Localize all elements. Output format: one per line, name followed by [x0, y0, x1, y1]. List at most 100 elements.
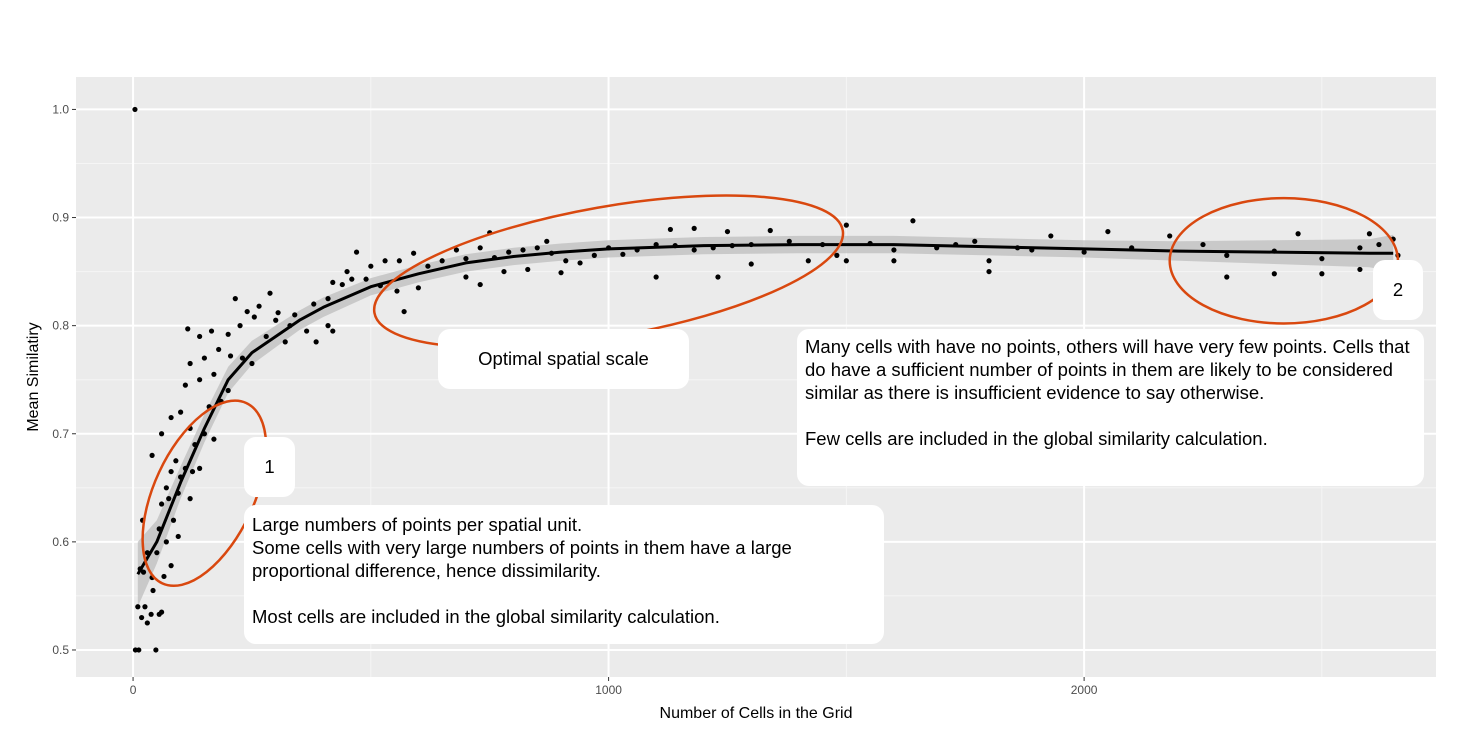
- data-point: [843, 258, 849, 264]
- data-point: [1319, 256, 1325, 262]
- data-point: [154, 550, 160, 556]
- data-point: [591, 252, 597, 258]
- data-point: [477, 281, 483, 288]
- data-point: [168, 468, 174, 475]
- data-point: [415, 285, 421, 291]
- data-point: [330, 328, 336, 334]
- data-point: [891, 258, 897, 264]
- data-point: [1271, 271, 1277, 277]
- data-point: [534, 245, 540, 251]
- data-point: [182, 382, 188, 388]
- data-point: [1224, 252, 1230, 258]
- data-point: [748, 261, 754, 267]
- region-2-description: Many cells with have no points, others w…: [797, 329, 1424, 486]
- data-point: [275, 310, 281, 316]
- data-point: [368, 263, 374, 269]
- data-point: [178, 409, 184, 415]
- data-point: [620, 251, 626, 257]
- data-point: [349, 276, 355, 282]
- data-point: [986, 268, 992, 275]
- data-point: [187, 496, 193, 502]
- data-point: [135, 604, 141, 610]
- x-tick-label: 0: [130, 683, 137, 697]
- data-point: [239, 355, 246, 361]
- optimal-scale-label: Optimal spatial scale: [438, 329, 689, 389]
- data-point: [158, 501, 165, 507]
- data-point: [691, 247, 697, 253]
- data-point: [244, 308, 250, 315]
- data-point: [153, 647, 159, 653]
- data-point: [577, 260, 583, 266]
- data-point: [166, 496, 172, 502]
- data-point: [477, 245, 483, 251]
- data-point: [142, 604, 148, 610]
- data-point: [1357, 245, 1363, 251]
- data-point: [170, 517, 177, 523]
- data-point: [1105, 228, 1111, 235]
- data-point: [1357, 266, 1363, 273]
- data-point: [653, 274, 659, 280]
- y-tick-label: 0.6: [52, 535, 69, 549]
- data-point: [525, 266, 531, 273]
- data-point: [834, 252, 840, 258]
- y-tick-label: 1.0: [52, 102, 69, 116]
- data-point: [304, 328, 310, 334]
- data-point: [691, 225, 697, 231]
- data-point: [197, 465, 203, 471]
- data-point: [140, 569, 147, 575]
- data-point: [843, 222, 849, 228]
- data-point: [463, 274, 469, 280]
- data-point: [501, 268, 507, 275]
- data-point: [786, 238, 792, 244]
- data-point: [197, 333, 203, 340]
- data-point: [282, 339, 288, 345]
- data-point: [986, 258, 992, 264]
- data-point: [263, 333, 269, 340]
- data-point: [249, 360, 255, 367]
- data-point: [185, 326, 191, 332]
- data-point: [163, 485, 169, 491]
- data-point: [201, 355, 207, 361]
- data-point: [891, 247, 897, 253]
- data-point: [1224, 274, 1230, 280]
- data-point: [715, 274, 721, 280]
- data-point: [158, 431, 165, 437]
- data-point: [558, 270, 564, 276]
- data-point: [363, 276, 369, 282]
- data-point: [168, 563, 174, 569]
- data-point: [506, 249, 512, 255]
- data-point: [520, 247, 526, 253]
- data-point: [148, 611, 154, 617]
- y-tick-label: 0.5: [52, 643, 69, 657]
- y-axis-ticks: 0.5 0.6 0.7 0.8 0.9 1.0: [52, 102, 76, 657]
- data-point: [227, 353, 234, 359]
- data-point: [411, 250, 417, 256]
- data-point: [1167, 233, 1173, 239]
- data-point: [225, 331, 231, 337]
- data-point: [453, 247, 460, 253]
- data-point: [168, 414, 174, 421]
- data-point: [1200, 241, 1206, 248]
- data-point: [211, 436, 217, 442]
- data-point: [197, 377, 203, 383]
- data-point: [256, 303, 262, 309]
- data-point: [313, 339, 319, 345]
- data-point: [311, 301, 317, 307]
- data-point: [273, 317, 279, 323]
- data-point: [1295, 231, 1301, 237]
- data-point: [150, 587, 156, 594]
- data-point: [325, 296, 331, 302]
- data-point: [1366, 231, 1373, 237]
- data-point: [401, 308, 407, 315]
- data-point: [910, 218, 916, 224]
- y-axis-title: Mean Similatiry: [25, 322, 42, 431]
- data-point: [339, 281, 345, 288]
- data-point: [439, 258, 445, 264]
- data-point: [425, 263, 431, 269]
- y-tick-label: 0.9: [52, 211, 69, 225]
- data-point: [161, 573, 167, 580]
- data-point: [237, 323, 243, 329]
- data-point: [1048, 233, 1054, 239]
- data-point: [208, 328, 215, 334]
- data-point: [144, 620, 150, 626]
